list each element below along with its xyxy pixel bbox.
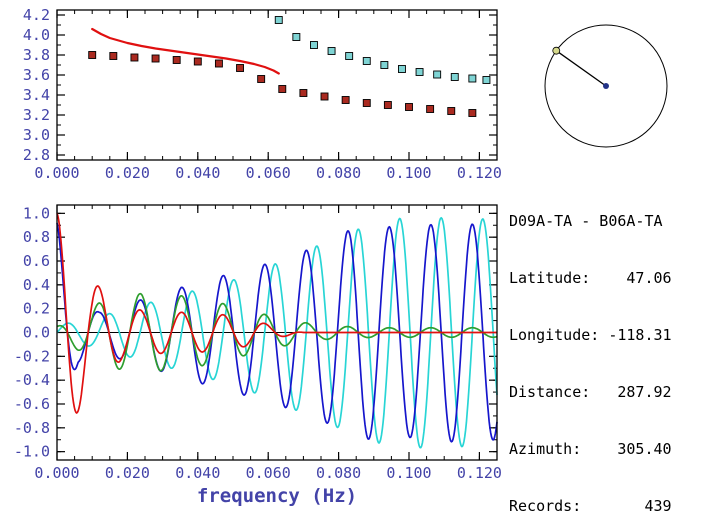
svg-text:-0.4: -0.4 [14,371,50,389]
svg-text:1.0: 1.0 [23,204,50,222]
svg-text:-1.0: -1.0 [14,443,50,461]
station-info-panel: D09A-TA - B06A-TA Latitude: 47.06 Longit… [509,174,672,519]
svg-text:0.000: 0.000 [34,464,79,482]
svg-text:0.080: 0.080 [316,464,361,482]
svg-text:4.0: 4.0 [23,26,50,44]
svg-text:0.020: 0.020 [105,464,150,482]
info-line-latitude: Latitude: 47.06 [509,269,672,287]
svg-text:3.4: 3.4 [23,86,50,104]
info-line-records: Records: 439 [509,497,672,515]
svg-text:0.040: 0.040 [175,464,220,482]
svg-text:2.8: 2.8 [23,146,50,164]
svg-text:0.000: 0.000 [34,164,79,182]
svg-text:-0.2: -0.2 [14,347,50,365]
station-pair-title: D09A-TA - B06A-TA [509,212,663,230]
svg-text:0.060: 0.060 [246,464,291,482]
svg-text:3.0: 3.0 [23,126,50,144]
svg-text:-0.6: -0.6 [14,395,50,413]
info-line-azimuth: Azimuth: 305.40 [509,440,672,458]
svg-text:0.0: 0.0 [23,324,50,342]
svg-text:0.060: 0.060 [246,164,291,182]
svg-text:0.080: 0.080 [316,164,361,182]
svg-text:0.120: 0.120 [457,164,502,182]
svg-text:0.2: 0.2 [23,300,50,318]
svg-text:0.120: 0.120 [457,464,502,482]
svg-text:0.100: 0.100 [386,464,431,482]
svg-text:-0.8: -0.8 [14,419,50,437]
svg-text:3.8: 3.8 [23,46,50,64]
info-line-distance: Distance: 287.92 [509,383,672,401]
svg-text:4.2: 4.2 [23,6,50,24]
svg-text:frequency (Hz): frequency (Hz) [197,485,357,507]
svg-text:3.6: 3.6 [23,66,50,84]
svg-text:0.100: 0.100 [386,164,431,182]
svg-text:0.6: 0.6 [23,252,50,270]
info-line-longitude: Longitude: -118.31 [509,326,672,344]
svg-text:0.020: 0.020 [105,164,150,182]
svg-text:3.2: 3.2 [23,106,50,124]
svg-text:0.040: 0.040 [175,164,220,182]
svg-text:0.4: 0.4 [23,276,50,294]
svg-text:0.8: 0.8 [23,228,50,246]
